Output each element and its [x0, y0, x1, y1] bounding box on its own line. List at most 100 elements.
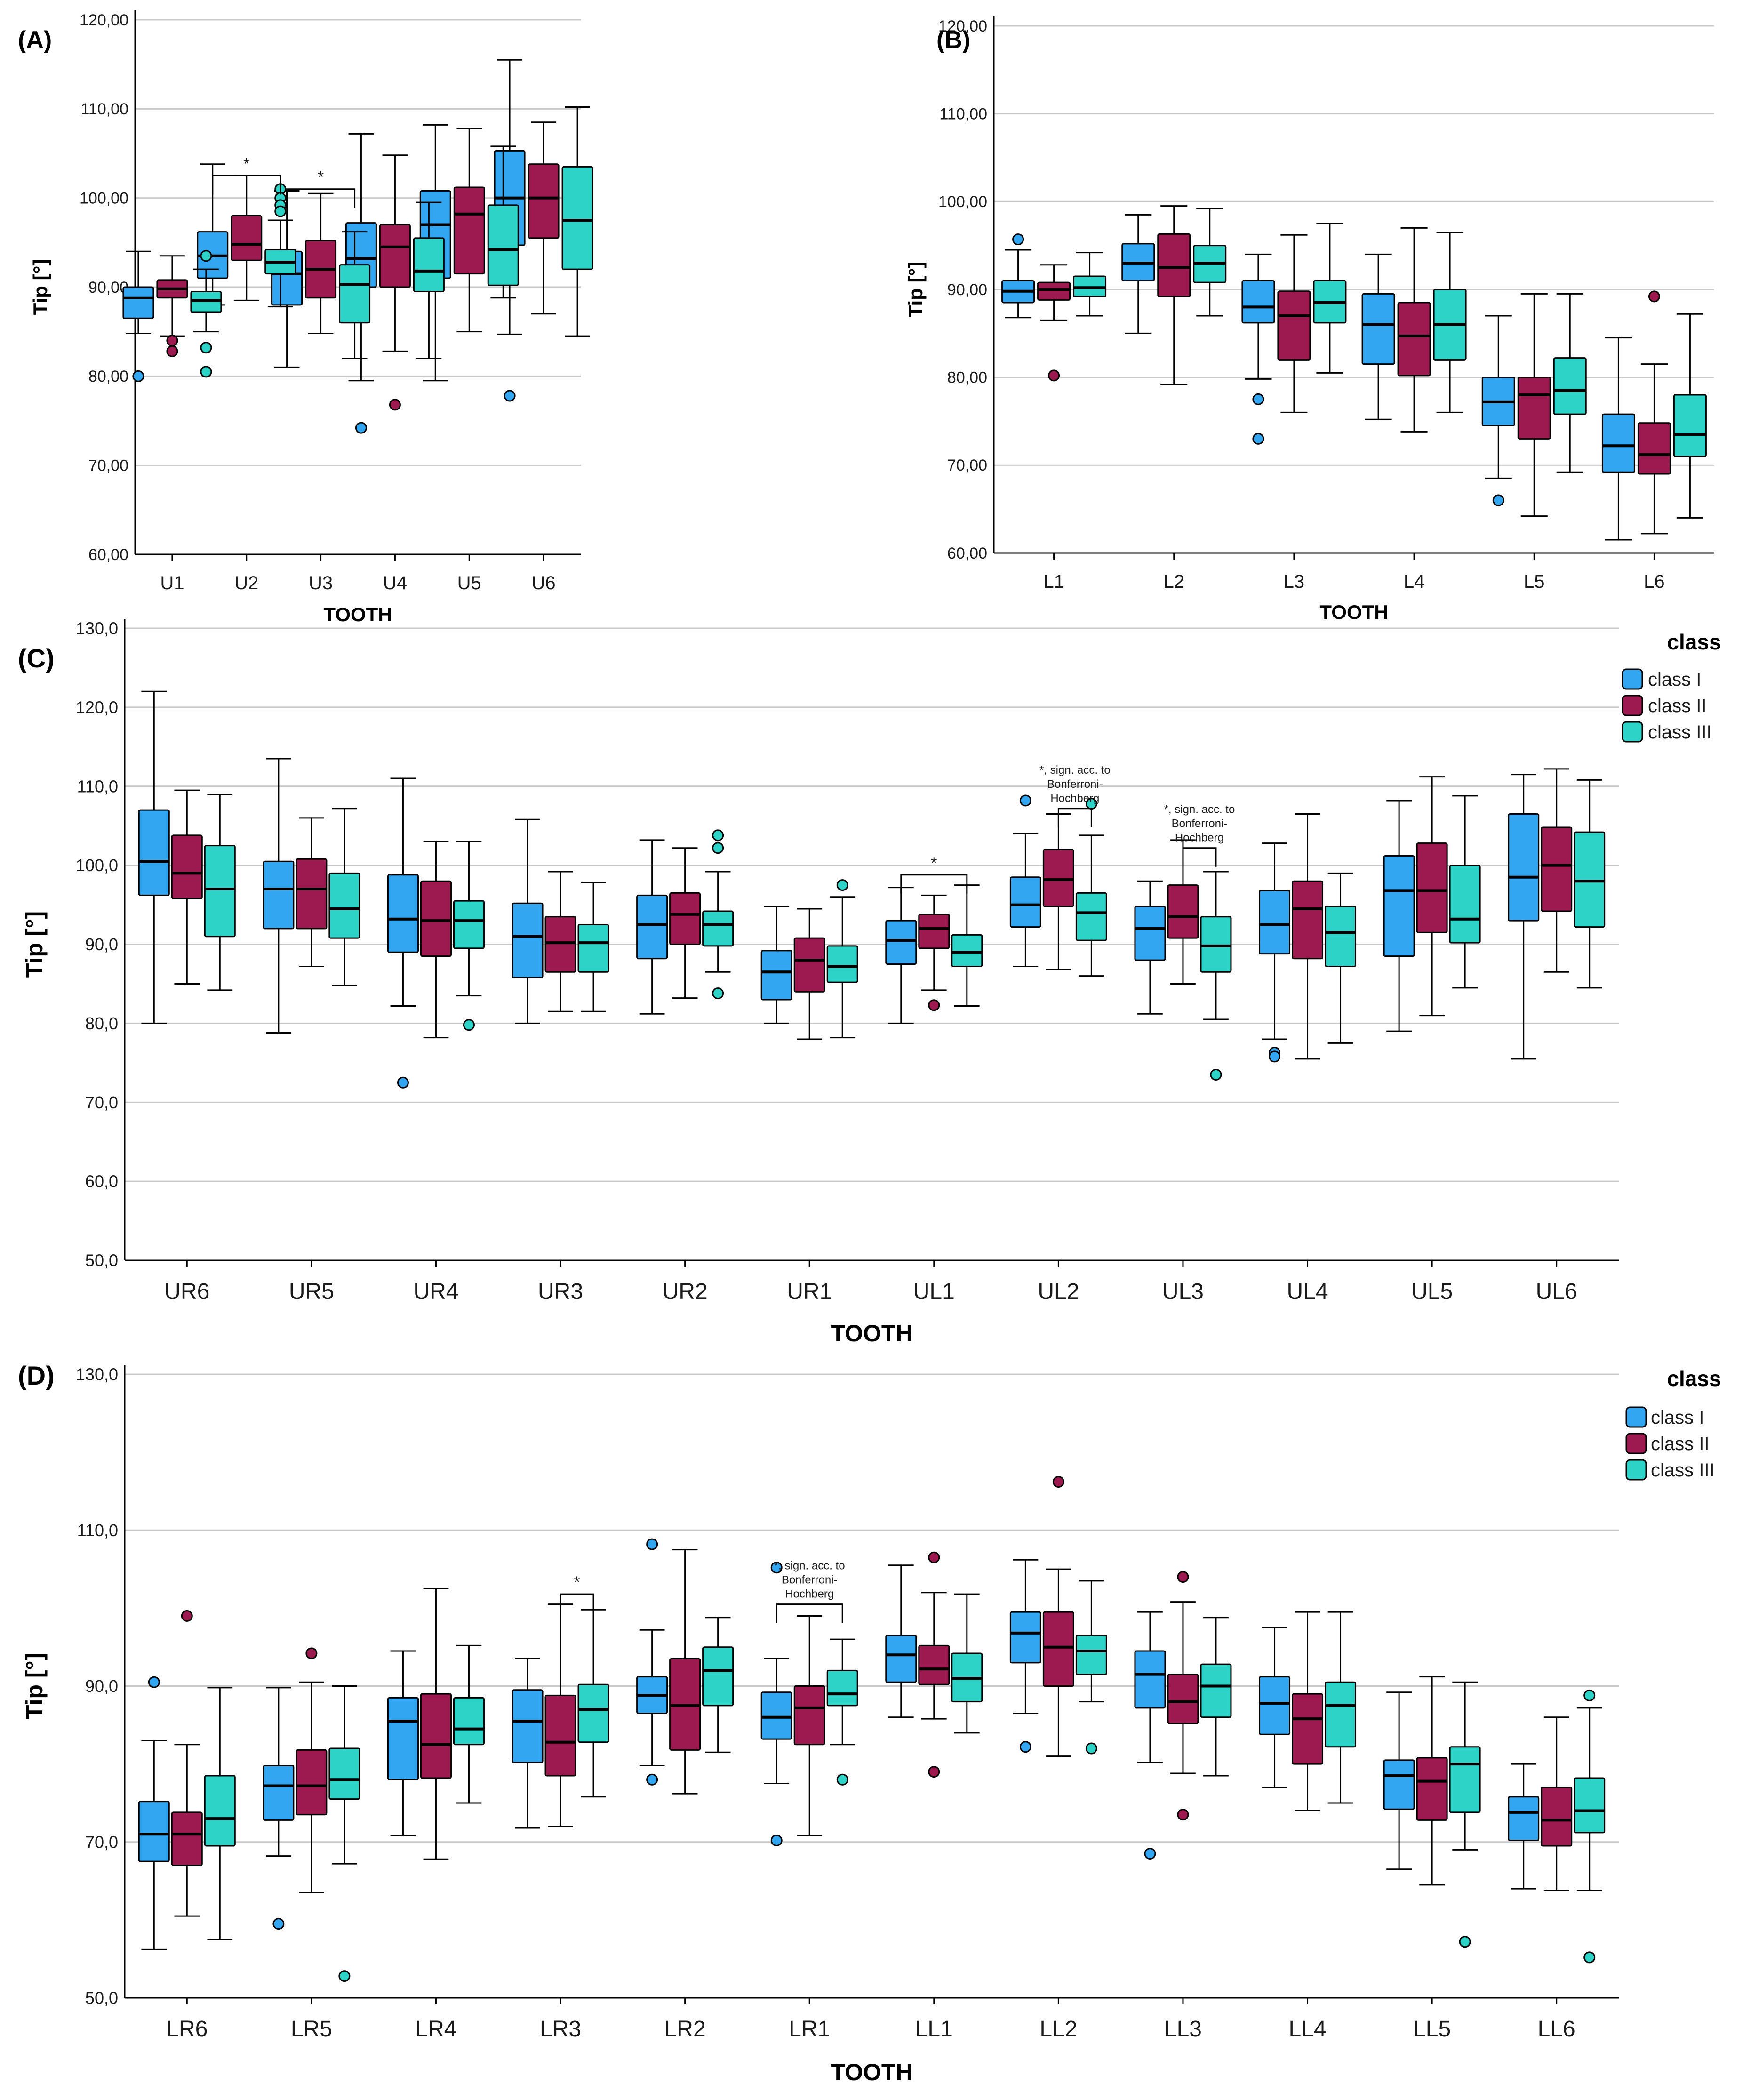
- box-class-iii-ur5: [328, 808, 360, 986]
- box-class-ii-l1: [1037, 264, 1071, 382]
- x-tick-label-lr5: LR5: [291, 2017, 332, 2042]
- box-class-i-ur3: [512, 818, 544, 1024]
- box-class-i-ul4: [1259, 842, 1291, 1063]
- outlier-point: [1177, 1571, 1189, 1583]
- box-iqr: [1449, 1746, 1481, 1813]
- outlier-point: [1252, 393, 1264, 405]
- x-tick-label-ul5: UL5: [1411, 1279, 1453, 1304]
- box-class-ii-lr6: [171, 1610, 203, 1917]
- y-tick-label: 130,0: [76, 619, 118, 638]
- box-class-ii-lr1: [793, 1615, 825, 1836]
- box-class-i-ul5: [1383, 800, 1415, 1032]
- significance-label: Bonferroni-: [1047, 778, 1103, 791]
- x-tick-label-lr3: LR3: [540, 2017, 581, 2042]
- box-class-ii-l4: [1397, 227, 1431, 433]
- x-axis-title: TOOTH: [831, 2059, 912, 2085]
- outlier-point: [770, 1834, 783, 1846]
- y-axis-title: Tip [°]: [904, 262, 927, 318]
- x-tick-label-ur4: UR4: [413, 1279, 458, 1304]
- box-iqr: [669, 892, 701, 945]
- legend-swatch-class-ii: [1625, 1433, 1647, 1454]
- box-class-i-ll5: [1383, 1691, 1415, 1870]
- legend-panel-c: class class I class II class III: [1622, 630, 1721, 743]
- significance-label: *: [574, 1573, 580, 1591]
- x-tick-label-ur1: UR1: [787, 1279, 832, 1304]
- box-iqr: [1277, 290, 1311, 361]
- outlier-point: [1177, 1809, 1189, 1821]
- outlier-point: [338, 1970, 351, 1982]
- x-tick-label-ul3: UL3: [1162, 1279, 1204, 1304]
- box-iqr: [1416, 1757, 1448, 1821]
- x-tick-label-ur5: UR5: [289, 1279, 334, 1304]
- outlier-point: [305, 1647, 318, 1659]
- y-tick-label: 60,00: [947, 545, 987, 562]
- x-axis-title: TOOTH: [323, 603, 392, 625]
- box-class-ii-ul2: [1042, 813, 1074, 970]
- box-class-iii-lr4: [453, 1644, 485, 1804]
- significance-label: Hochberg: [785, 1588, 834, 1601]
- box-iqr: [1541, 826, 1573, 912]
- box-class-i-ll3: [1134, 1611, 1166, 1860]
- significance-label: Hochberg: [1175, 832, 1224, 844]
- box-class-i-l1: [1001, 233, 1035, 319]
- box-iqr: [420, 1693, 452, 1779]
- box-class-ii-u6: [528, 121, 560, 315]
- outlier-point: [200, 250, 212, 262]
- box-class-ii-u4: [379, 154, 411, 411]
- x-axis-title: TOOTH: [831, 1320, 912, 1347]
- box-class-ii-lr2: [669, 1549, 701, 1795]
- significance-label: *, sign. acc. to: [774, 1560, 845, 1572]
- box-iqr: [171, 1811, 203, 1866]
- legend-swatch-class-iii: [1625, 1459, 1647, 1481]
- legend-swatch-class-i: [1622, 668, 1643, 690]
- box-class-iii-ur4: [453, 841, 485, 1031]
- x-tick-label-ur3: UR3: [538, 1279, 583, 1304]
- box-class-iii-l4: [1433, 232, 1467, 413]
- box-class-ii-l2: [1157, 205, 1191, 385]
- y-tick-label: 110,0: [77, 777, 118, 796]
- outlier-point: [181, 1610, 193, 1622]
- box-iqr: [793, 1685, 825, 1746]
- box-class-ii-l5: [1517, 293, 1551, 517]
- box-class-iii-l2: [1193, 208, 1227, 317]
- box-iqr: [826, 1669, 858, 1707]
- y-tick-label: 70,00: [947, 457, 987, 474]
- box-class-iii-ur1: [826, 879, 858, 1039]
- box-class-iii-u5: [487, 145, 519, 299]
- box-iqr: [885, 1635, 917, 1683]
- box-iqr: [231, 215, 263, 261]
- box-iqr: [1009, 876, 1041, 928]
- y-tick-label: 70,00: [88, 457, 128, 475]
- box-class-i-ll1: [885, 1564, 917, 1718]
- box-iqr: [1042, 1611, 1074, 1687]
- outlier-point: [504, 390, 516, 402]
- box-iqr: [1416, 842, 1448, 933]
- box-iqr: [1075, 892, 1107, 941]
- outlier-point: [1019, 794, 1031, 807]
- bracket-line: [776, 1603, 843, 1623]
- y-tick-label: 80,00: [947, 369, 987, 387]
- outlier-point: [1252, 433, 1264, 445]
- x-tick-label-u2: U2: [234, 573, 258, 593]
- y-tick-label: 60,0: [85, 1172, 118, 1191]
- box-iqr: [561, 166, 593, 270]
- box-iqr: [577, 924, 609, 973]
- x-tick-label-ul2: UL2: [1038, 1279, 1079, 1304]
- box-class-ii-ur2: [669, 847, 701, 999]
- outlier-point: [928, 1766, 940, 1778]
- box-iqr: [1157, 233, 1191, 297]
- box-class-i-ul6: [1508, 774, 1540, 1060]
- outlier-point: [166, 345, 178, 357]
- bracket-line: [1057, 808, 1092, 827]
- box-class-i-l4: [1361, 253, 1395, 420]
- box-class-i-lr1: [760, 1562, 792, 1846]
- box-class-iii-u1: [190, 250, 222, 378]
- panel-a: 60,00 70,00 80,00 90,00 100,00 110,00 120,00 U1…: [18, 10, 593, 625]
- box-class-ii-ul1: [918, 894, 950, 1011]
- box-class-ii-l6: [1637, 290, 1671, 535]
- legend-label-class-iii: class III: [1648, 722, 1712, 743]
- outlier-point: [646, 1773, 658, 1786]
- outlier-point: [200, 366, 212, 378]
- box-class-ii-l3: [1277, 234, 1311, 413]
- x-tick-label-lr1: LR1: [789, 2017, 830, 2042]
